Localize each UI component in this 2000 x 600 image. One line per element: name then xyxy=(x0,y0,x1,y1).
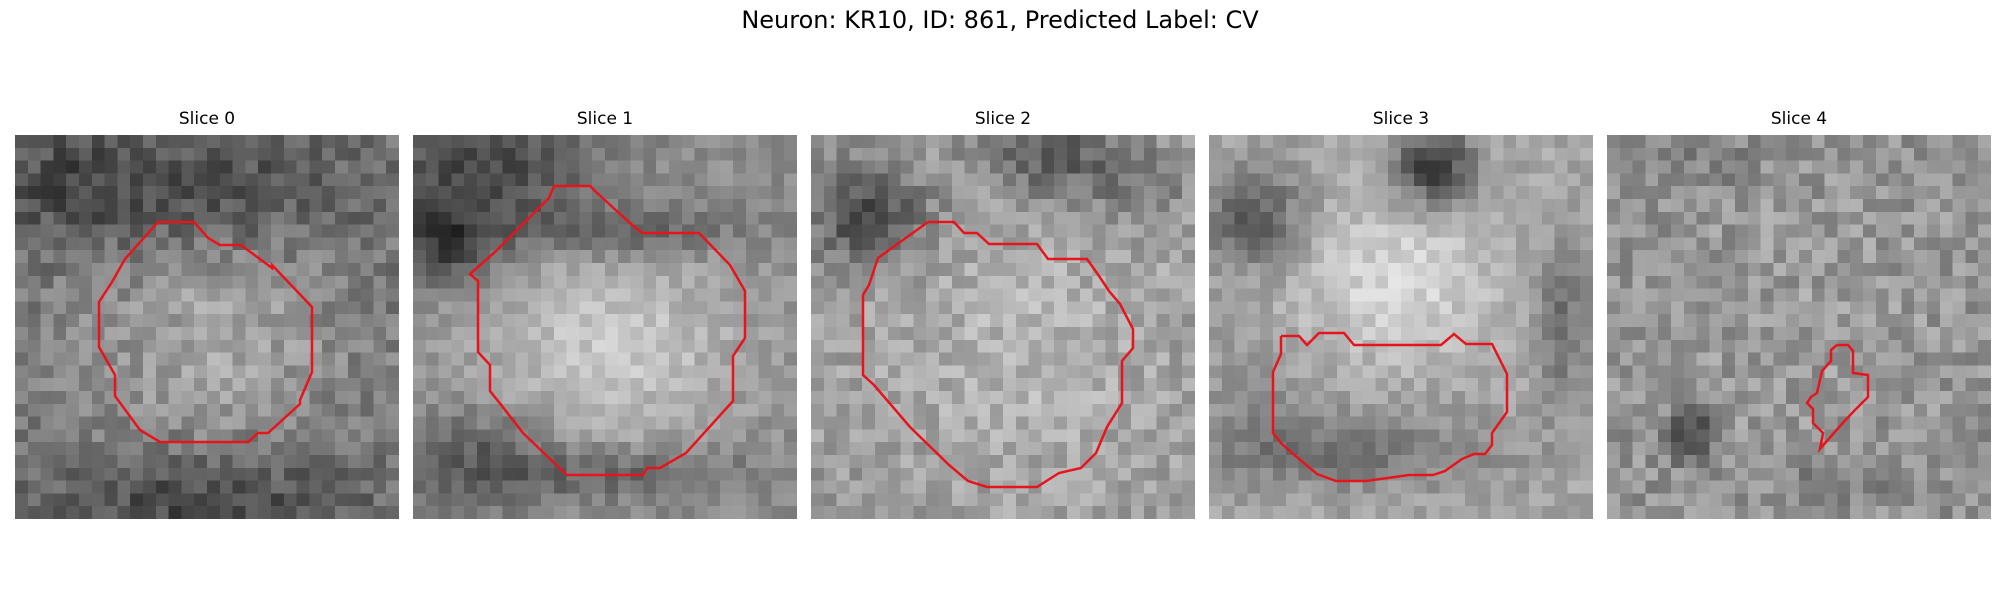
slice-title-0: Slice 0 xyxy=(178,109,236,129)
slice-title-3: Slice 3 xyxy=(1372,109,1430,129)
slice-pixels-0 xyxy=(15,135,399,519)
slice-pixels-4 xyxy=(1607,135,1991,519)
slice-pixels-3 xyxy=(1209,135,1593,519)
figure-title: Neuron: KR10, ID: 861, Predicted Label: … xyxy=(741,6,1259,34)
slice-panel-0: Slice 0 xyxy=(15,106,399,519)
slice-image-4 xyxy=(1607,135,1991,519)
slice-panel-1: Slice 1 xyxy=(413,106,797,519)
slice-title-2: Slice 2 xyxy=(974,109,1032,129)
slice-image-2 xyxy=(811,135,1195,519)
slice-image-3 xyxy=(1209,135,1593,519)
slice-panel-2: Slice 2 xyxy=(811,106,1195,519)
slice-panel-4: Slice 4 xyxy=(1607,106,1991,519)
slice-title-1: Slice 1 xyxy=(576,109,634,129)
slice-contour-3 xyxy=(1271,331,1509,483)
slice-title-4: Slice 4 xyxy=(1770,109,1828,129)
slice-contour-4 xyxy=(1805,343,1870,454)
slice-panel-3: Slice 3 xyxy=(1209,106,1593,519)
slice-contour-2 xyxy=(861,220,1135,489)
slice-contour-0 xyxy=(97,220,314,444)
slice-image-1 xyxy=(413,135,797,519)
slice-image-0 xyxy=(15,135,399,519)
slice-contour-1 xyxy=(468,184,747,477)
